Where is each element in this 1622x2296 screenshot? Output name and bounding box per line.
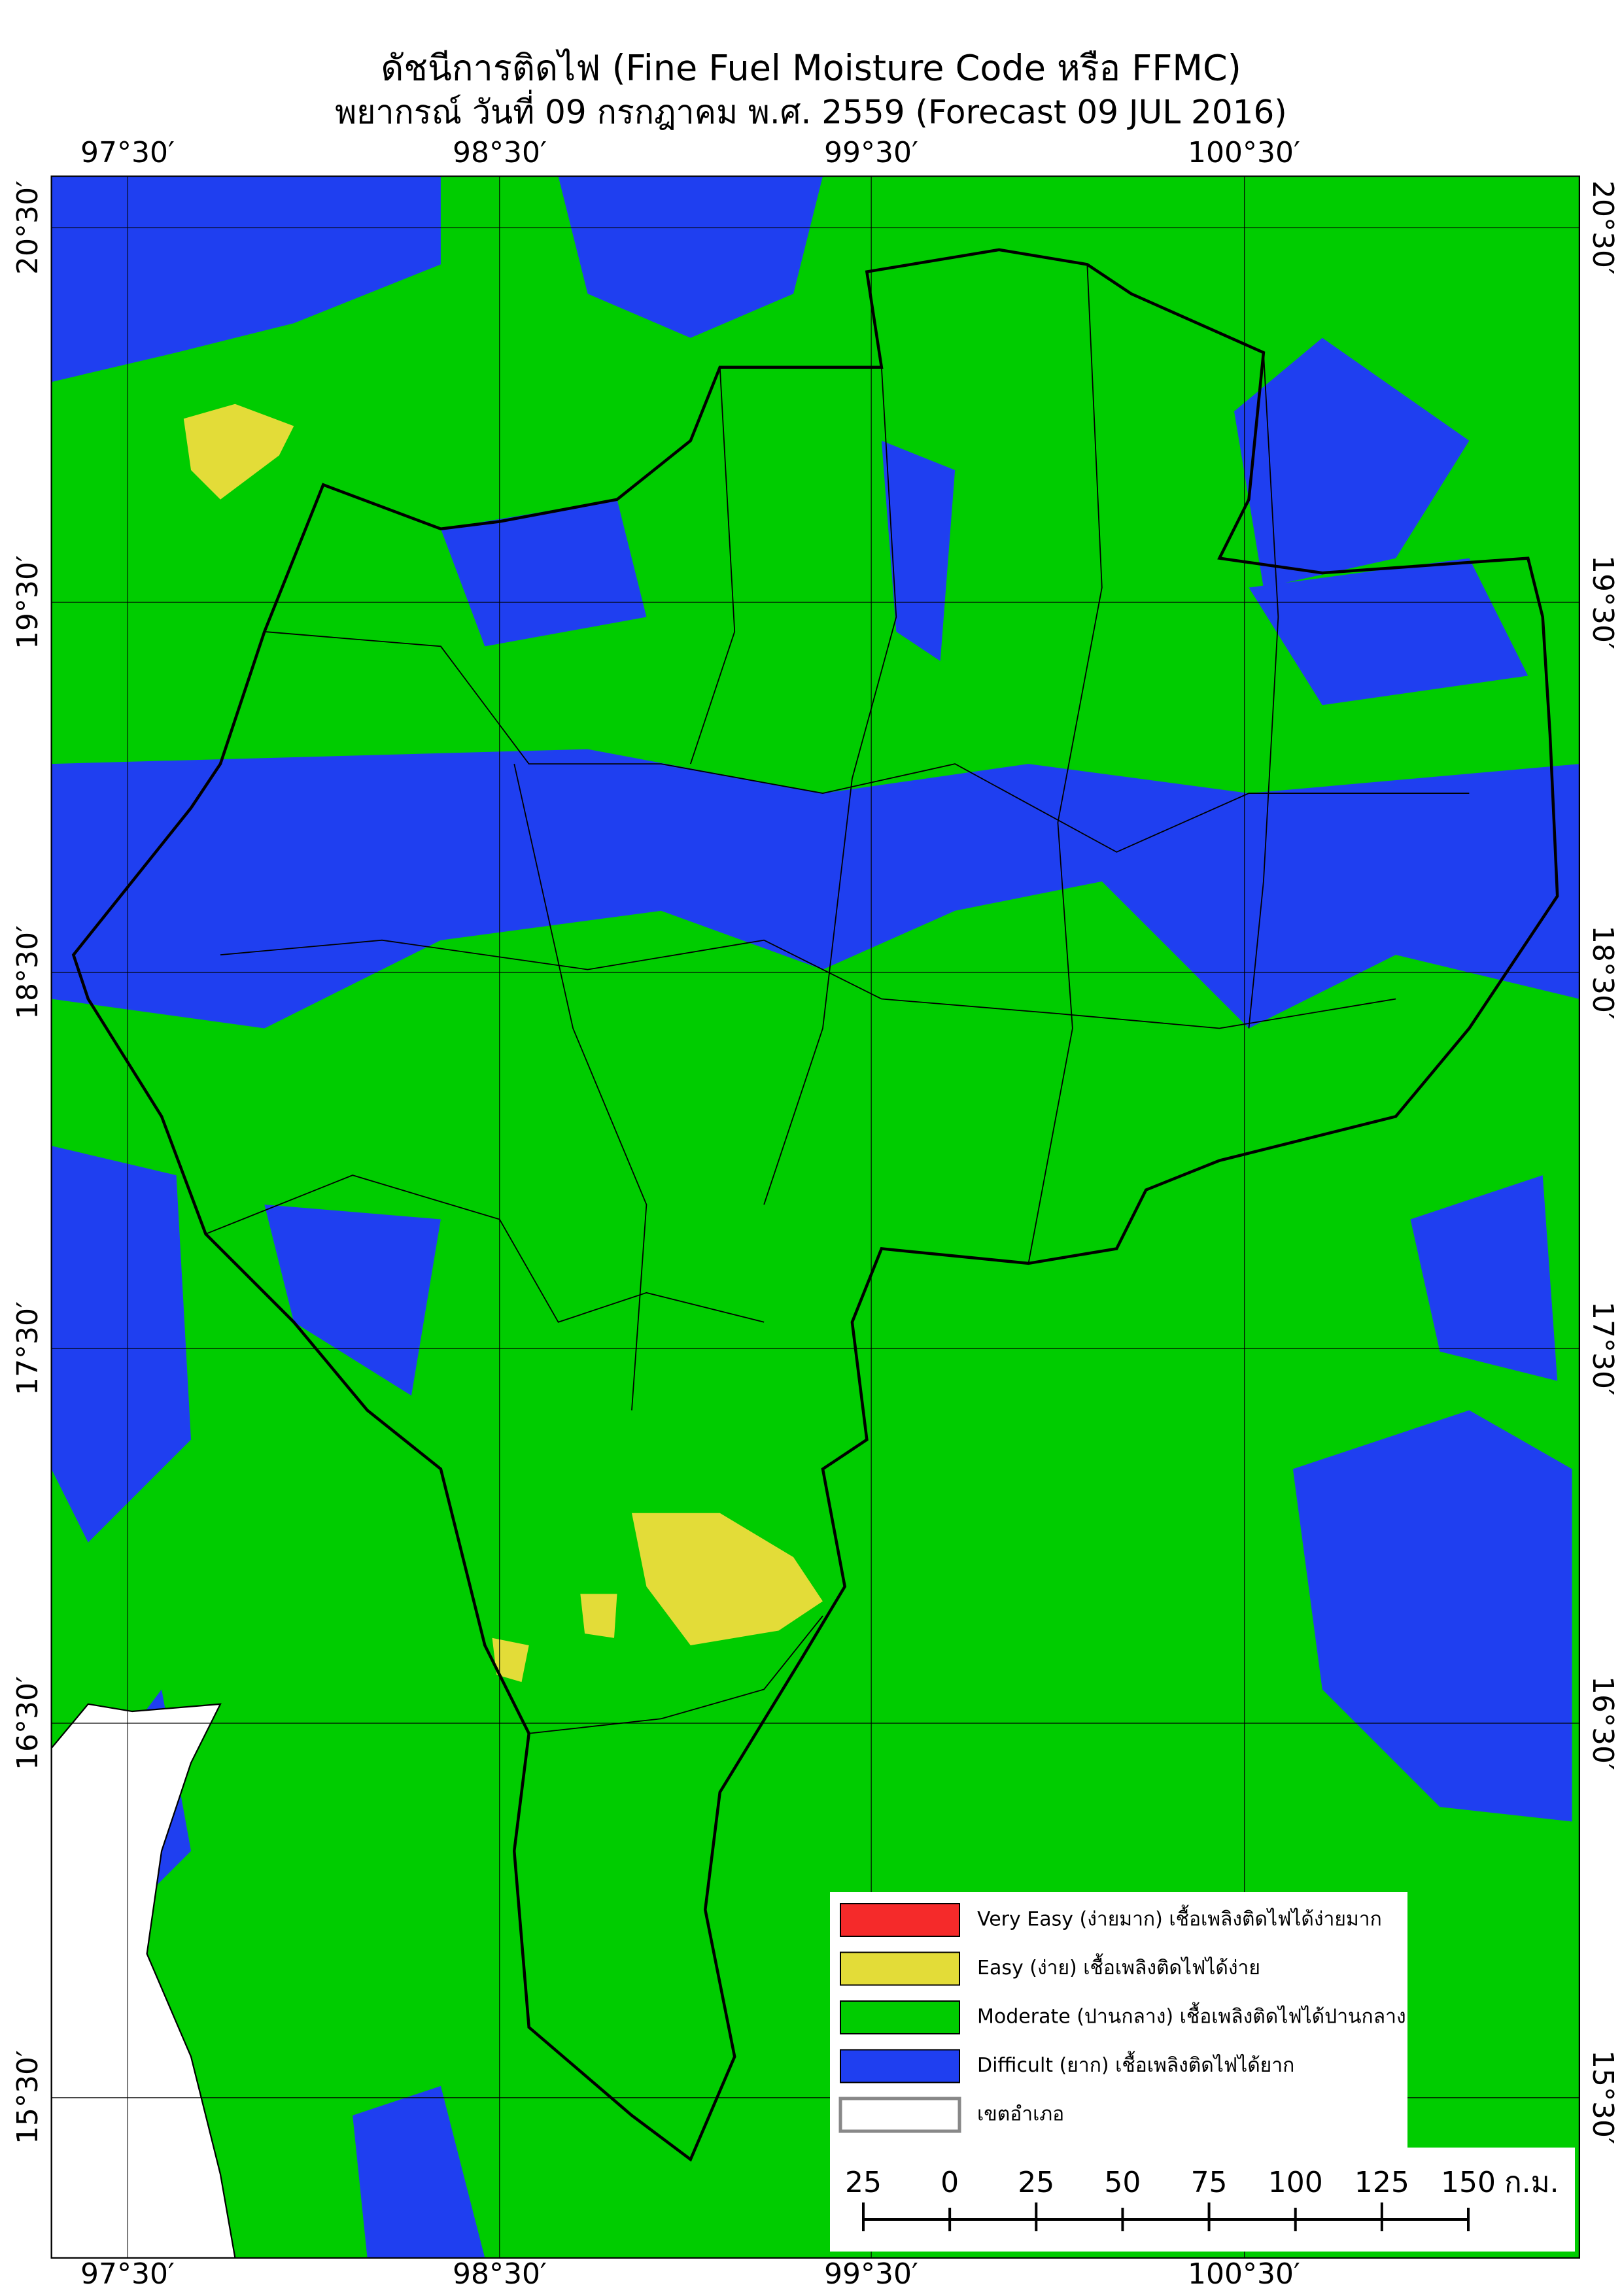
scale-label: 0 (940, 2166, 959, 2199)
difficult-areas (51, 176, 1579, 2258)
latitude-label: 15°30′ (1586, 2050, 1619, 2144)
longitude-label: 97°30′ (80, 2257, 175, 2291)
scale-box (830, 2148, 1575, 2252)
latitude-label: 20°30′ (1586, 180, 1619, 275)
latitude-label: 17°30′ (11, 1301, 44, 1396)
scale-unit: ก.ม. (1504, 2166, 1559, 2199)
latitude-label: 18°30′ (1586, 925, 1619, 1019)
latitude-label: 20°30′ (11, 180, 44, 275)
legend-swatch (840, 1903, 960, 1937)
map-area (50, 175, 1581, 2259)
sea (51, 1703, 236, 2258)
legend-label: เขตอำเภอ (977, 2103, 1064, 2126)
longitude-label: 99°30′ (824, 2257, 918, 2291)
scale-bar: 25 0 25 50 75 100 125 150 ก.ม. (830, 2148, 1575, 2252)
longitude-label: 100°30′ (1188, 136, 1300, 169)
scale-label: 125 (1355, 2166, 1409, 2199)
map-frame (50, 175, 1581, 2259)
subtitle: พยากรณ์ วันที่ 09 กรกฎาคม พ.ศ. 2559 (For… (335, 90, 1287, 131)
legend-label: Easy (ง่าย) เชื้อเพลิงติดไฟได้ง่าย (977, 1953, 1260, 1979)
longitude-label: 100°30′ (1188, 2257, 1300, 2291)
longitude-label: 99°30′ (824, 136, 918, 169)
scale-label: 25 (845, 2166, 882, 2199)
district-boundaries (205, 264, 1470, 1734)
latitude-label: 18°30′ (11, 925, 44, 1019)
latitude-label: 15°30′ (11, 2050, 44, 2144)
legend-label: Moderate (ปานกลาง) เชื้อเพลิงติดไฟได้ปาน… (977, 2002, 1406, 2029)
legend-swatch (840, 1951, 960, 1986)
legend-label: Difficult (ยาก) เชื้อเพลิงติดไฟได้ยาก (977, 2051, 1294, 2077)
legend-swatch (840, 2000, 960, 2034)
legend-swatch (840, 2049, 960, 2083)
title: ดัชนีการติดไฟ (Fine Fuel Moisture Code ห… (381, 48, 1241, 89)
legend-label: Very Easy (ง่ายมาก) เชื้อเพลิงติดไฟได้ง่… (977, 1905, 1382, 1931)
scale-label: 50 (1104, 2166, 1141, 2199)
latitude-label: 17°30′ (1586, 1301, 1619, 1396)
legend: Very Easy (ง่ายมาก) เชื้อเพลิงติดไฟได้ง่… (830, 1892, 1407, 2148)
scale-label: 150 (1441, 2166, 1496, 2199)
graticule (51, 176, 1579, 2258)
scale-label: 75 (1191, 2166, 1228, 2199)
longitude-label: 97°30′ (80, 136, 175, 169)
longitude-label: 98°30′ (453, 2257, 547, 2291)
scale-label: 25 (1018, 2166, 1054, 2199)
latitude-label: 16°30′ (11, 1676, 44, 1770)
latitude-label: 16°30′ (1586, 1676, 1619, 1770)
scale-label: 100 (1268, 2166, 1323, 2199)
longitude-label: 98°30′ (453, 136, 547, 169)
province-boundary (71, 248, 1559, 2162)
latitude-label: 19°30′ (11, 555, 44, 649)
latitude-label: 19°30′ (1586, 555, 1619, 649)
legend-swatch (838, 2097, 961, 2133)
easy-areas (183, 403, 823, 1683)
